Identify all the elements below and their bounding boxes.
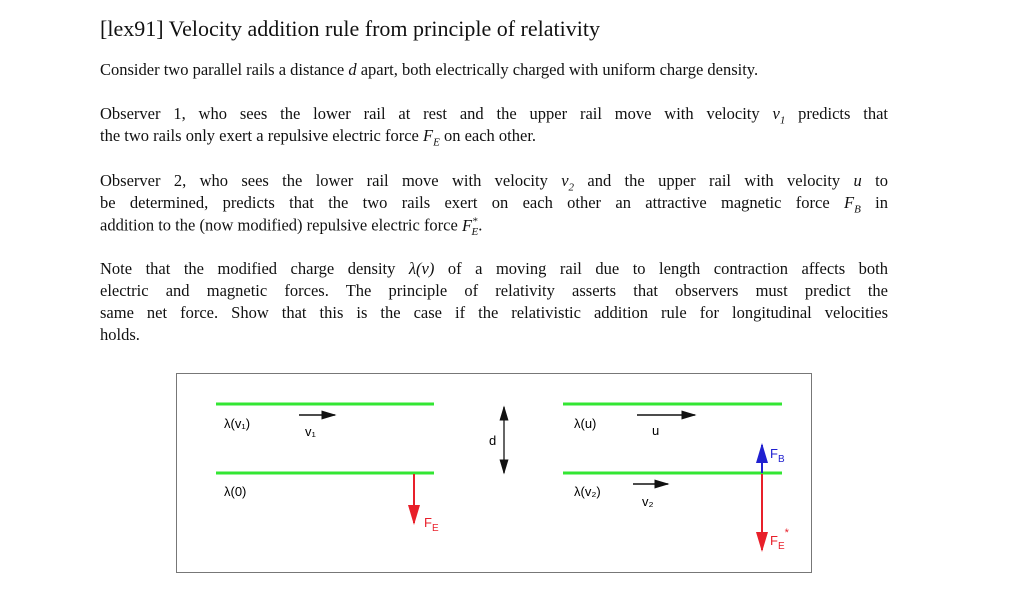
segment-text: be determined, predicts that the two rai… xyxy=(100,193,844,212)
text-line: addition to the (now modified) repulsive… xyxy=(100,215,888,238)
label-d: d xyxy=(489,433,496,448)
subscript: 1 xyxy=(779,114,786,127)
text-line: be determined, predicts that the two rai… xyxy=(100,193,888,215)
segment-text: u xyxy=(853,171,862,190)
text-segment: and the upper rail with velocity xyxy=(574,171,854,190)
fb-sub: B xyxy=(778,454,785,465)
segment-text: v xyxy=(772,104,780,123)
subscript: 2 xyxy=(568,181,575,194)
math-symbol: v1 xyxy=(772,104,786,127)
label-fb: FB xyxy=(770,446,785,465)
segment-text: addition to the (now modified) repulsive… xyxy=(100,215,462,235)
text-segment: of a moving rail due to length contracti… xyxy=(434,259,888,278)
superscript: * xyxy=(472,215,478,227)
segment-text: same net force. Show that this is the ca… xyxy=(100,303,888,322)
segment-text: in xyxy=(860,193,888,212)
text-segment: be determined, predicts that the two rai… xyxy=(100,193,844,212)
text-line: Note that the modified charge density λ(… xyxy=(100,259,888,279)
segment-text: predicts that xyxy=(785,104,889,123)
text-segment: holds. xyxy=(100,325,140,344)
text-segment: in xyxy=(861,193,888,212)
segment-text: the two rails only exert a repulsive ele… xyxy=(100,126,423,145)
segment-text: Consider two parallel rails a distance xyxy=(100,60,349,79)
text-segment: to xyxy=(862,171,888,190)
subscript: E xyxy=(471,225,479,238)
text-line: Observer 1, who sees the lower rail at r… xyxy=(100,104,888,126)
segment-text: and the upper rail with velocity xyxy=(574,171,854,190)
segment-text: to xyxy=(861,171,888,190)
text-segment: apart, both electrically charged with un… xyxy=(356,60,759,79)
text-segment: Note that the modified charge density xyxy=(100,259,409,278)
segment-text: F xyxy=(422,126,434,145)
label-fe-star: FE* xyxy=(770,527,790,552)
math-symbol: F*E xyxy=(461,215,479,238)
label-lambda-v2: λ(v₂) xyxy=(574,484,601,499)
subscript: B xyxy=(854,203,861,216)
segment-text: apart, both electrically charged with un… xyxy=(356,60,759,79)
segment-text: electric and magnetic forces. The princi… xyxy=(100,281,888,300)
fe-main: F xyxy=(424,515,432,530)
label-lambda-u: λ(u) xyxy=(574,416,596,431)
text-segment: Observer 2, who sees the lower rail move… xyxy=(100,171,561,190)
math-symbol: d xyxy=(348,60,356,79)
segment-text: of a moving rail due to length contracti… xyxy=(434,259,889,278)
segment-text: Observer 2, who sees the lower rail move… xyxy=(100,171,562,190)
segment-text: F xyxy=(461,215,473,235)
text-segment: Consider two parallel rails a distance xyxy=(100,60,348,79)
text-line: same net force. Show that this is the ca… xyxy=(100,303,888,323)
segment-text: . xyxy=(478,215,483,235)
segment-text: Note that the modified charge density xyxy=(100,259,409,278)
text-segment: on each other. xyxy=(440,126,536,145)
fe-star-sup: * xyxy=(785,527,790,539)
subscript: E xyxy=(433,136,440,149)
fb-main: F xyxy=(770,446,778,461)
math-symbol: FB xyxy=(844,193,861,216)
label-lambda-0: λ(0) xyxy=(224,484,246,499)
text-segment: the two rails only exert a repulsive ele… xyxy=(100,126,423,145)
segment-text: λ(v) xyxy=(408,259,435,278)
text-segment: same net force. Show that this is the ca… xyxy=(100,303,888,322)
text-line: Observer 2, who sees the lower rail move… xyxy=(100,171,888,193)
fe-star-main: F xyxy=(770,533,778,548)
label-v2: v₂ xyxy=(642,494,654,509)
label-fe: FE xyxy=(424,515,439,534)
text-line: holds. xyxy=(100,325,888,345)
label-v1: v₁ xyxy=(305,424,317,439)
segment-text: Observer 1, who sees the lower rail at r… xyxy=(100,104,773,123)
math-symbol: λ(v) xyxy=(409,259,434,278)
text-line: the two rails only exert a repulsive ele… xyxy=(100,126,888,148)
fe-star-sub: E xyxy=(778,541,785,552)
segment-text: holds. xyxy=(100,325,140,344)
page-title: [lex91] Velocity addition rule from prin… xyxy=(100,16,600,41)
text-segment: . xyxy=(478,216,482,235)
segment-text: d xyxy=(348,60,357,79)
text-segment: electric and magnetic forces. The princi… xyxy=(100,281,888,300)
segment-text: on each other. xyxy=(439,126,537,145)
text-line: Consider two parallel rails a distance d… xyxy=(100,60,888,80)
fe-sub: E xyxy=(432,523,439,534)
math-symbol: v2 xyxy=(561,171,575,194)
segment-text: F xyxy=(844,193,855,212)
math-symbol: FE xyxy=(422,126,440,149)
segment-text: v xyxy=(561,171,569,190)
text-line: electric and magnetic forces. The princi… xyxy=(100,281,888,301)
label-lambda-v1: λ(v₁) xyxy=(224,416,250,431)
text-segment: Observer 1, who sees the lower rail at r… xyxy=(100,104,773,123)
text-segment: predicts that xyxy=(785,104,888,123)
math-symbol: u xyxy=(854,171,862,190)
rails-figure: λ(v₁) v₁ d λ(0) FE λ(u) u FB λ(v₂) v₂ FE… xyxy=(176,373,812,573)
label-u: u xyxy=(652,423,659,438)
text-segment: addition to the (now modified) repulsive… xyxy=(100,216,462,235)
